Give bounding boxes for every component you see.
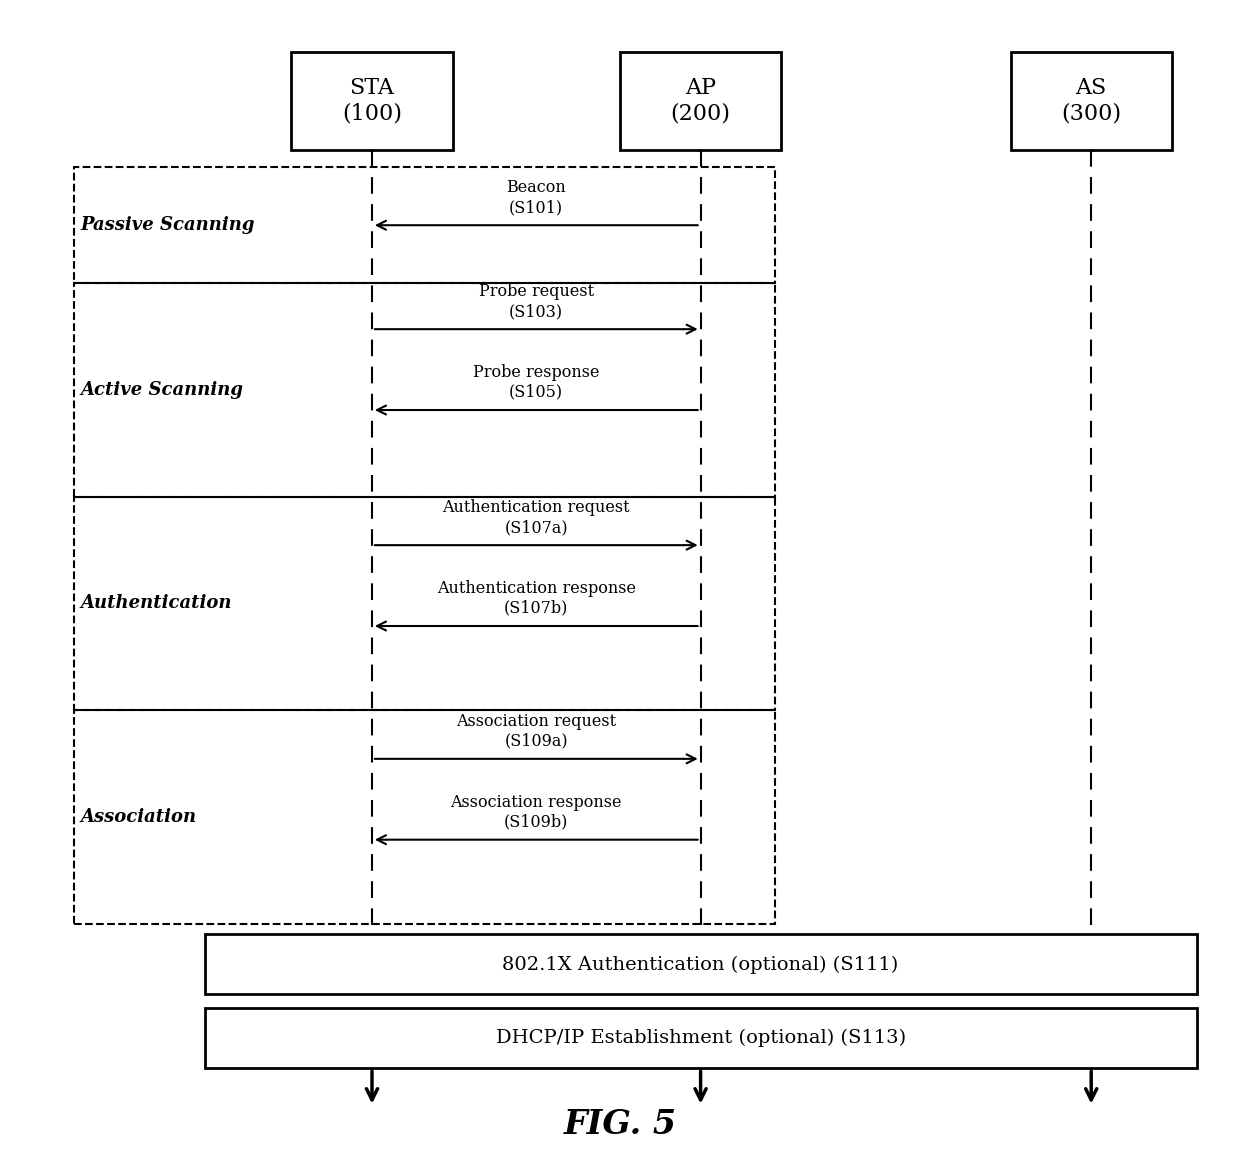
Text: Authentication response
(S107b): Authentication response (S107b)	[436, 580, 636, 617]
Text: AS
(300): AS (300)	[1061, 77, 1121, 125]
Bar	[74, 167, 775, 283]
Text: 802.1X Authentication (optional) (S111): 802.1X Authentication (optional) (S111)	[502, 955, 899, 974]
Bar	[74, 497, 775, 710]
Bar	[74, 283, 775, 497]
Text: Beacon
(S101): Beacon (S101)	[506, 179, 567, 216]
Text: DHCP/IP Establishment (optional) (S113): DHCP/IP Establishment (optional) (S113)	[496, 1029, 905, 1048]
Text: Active Scanning: Active Scanning	[81, 381, 243, 398]
Text: Association request
(S109a): Association request (S109a)	[456, 713, 616, 750]
Bar	[620, 52, 781, 150]
Text: Association: Association	[81, 808, 197, 826]
Bar	[291, 52, 453, 150]
Text: STA
(100): STA (100)	[342, 77, 402, 125]
Bar	[205, 934, 1197, 994]
Bar	[1011, 52, 1172, 150]
Text: Authentication request
(S107a): Authentication request (S107a)	[443, 499, 630, 536]
Bar	[205, 1008, 1197, 1068]
Text: FIG. 5: FIG. 5	[563, 1108, 677, 1141]
Text: Authentication: Authentication	[81, 595, 232, 612]
Text: Probe request
(S103): Probe request (S103)	[479, 283, 594, 320]
Text: Passive Scanning: Passive Scanning	[81, 216, 255, 234]
Text: Association response
(S109b): Association response (S109b)	[450, 793, 622, 830]
Bar	[74, 710, 775, 924]
Text: AP
(200): AP (200)	[671, 77, 730, 125]
Text: Probe response
(S105): Probe response (S105)	[472, 364, 600, 401]
